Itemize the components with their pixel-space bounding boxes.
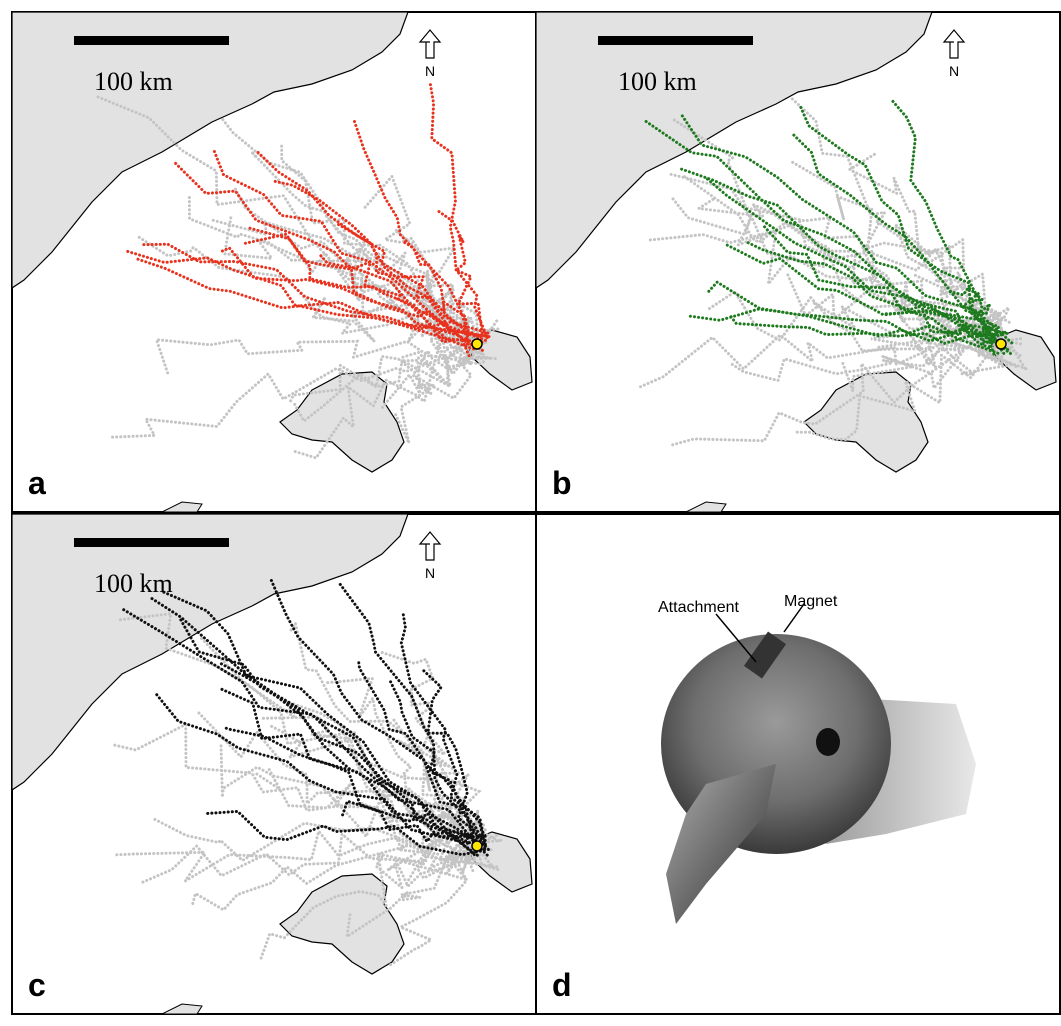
- panel: 100 km Nc: [12, 514, 536, 1014]
- panel: 100 km Na: [12, 12, 536, 512]
- bird-eye: [816, 728, 840, 756]
- panel-label: a: [28, 465, 46, 501]
- colony: [996, 339, 1006, 349]
- colony: [472, 339, 482, 349]
- annotation: Magnet: [784, 593, 838, 610]
- scale-bar: [598, 36, 753, 45]
- north-label: N: [425, 565, 435, 581]
- colony: [472, 841, 482, 851]
- annotation: Attachment: [658, 599, 739, 616]
- panel: Attachment Magnet d: [536, 514, 1060, 1014]
- figure: 100 km Na 100 km Nb 100 km Nc Attachment Magnet…: [0, 0, 1061, 1026]
- scale-label: 100 km: [94, 67, 173, 96]
- scale-bar: [74, 36, 229, 45]
- panel-label: b: [552, 465, 572, 501]
- panel-label: d: [552, 967, 572, 1003]
- scale-label: 100 km: [618, 67, 697, 96]
- panel-label: c: [28, 967, 46, 1003]
- panel: 100 km Nb: [536, 12, 1060, 512]
- north-label: N: [949, 63, 959, 79]
- scale-label: 100 km: [94, 569, 173, 598]
- scale-bar: [74, 538, 229, 547]
- north-label: N: [425, 63, 435, 79]
